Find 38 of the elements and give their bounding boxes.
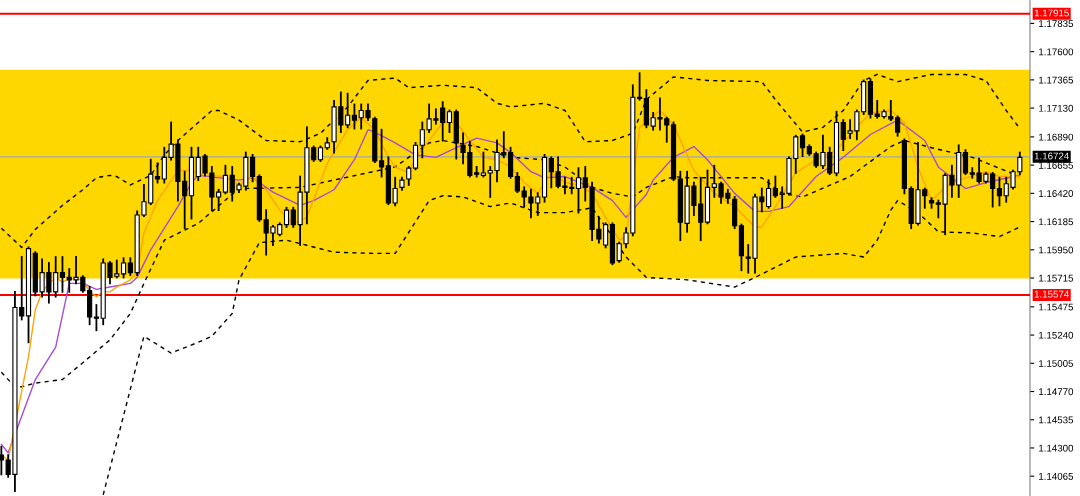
y-tick-label: 1.14535 bbox=[1039, 416, 1074, 424]
candlestick bbox=[222, 164, 229, 195]
candlestick bbox=[996, 176, 1003, 207]
y-tick-label: 1.14770 bbox=[1039, 388, 1074, 396]
y-tick-label: 1.17835 bbox=[1039, 20, 1074, 28]
y-tick-label: 1.17365 bbox=[1039, 76, 1074, 84]
y-tick-label: 1.16655 bbox=[1039, 161, 1074, 169]
candlestick bbox=[93, 304, 100, 332]
y-tick-label: 1.17130 bbox=[1039, 104, 1074, 112]
y-tick-label: 1.15005 bbox=[1039, 360, 1074, 367]
candlestick bbox=[446, 109, 453, 134]
ref-line-label: 1.16724 bbox=[1034, 152, 1069, 160]
y-tick-label: 1.14300 bbox=[1039, 444, 1074, 452]
candlestick bbox=[59, 256, 66, 293]
candlestick bbox=[154, 162, 161, 184]
candlestick bbox=[799, 133, 806, 158]
candlestick bbox=[480, 151, 487, 178]
candlestick bbox=[962, 149, 969, 176]
candlestick bbox=[249, 154, 256, 183]
candlestick bbox=[636, 72, 643, 101]
y-tick-label: 1.15240 bbox=[1039, 331, 1074, 339]
ref-line-label: 1.15574 bbox=[1034, 290, 1069, 298]
candlestick bbox=[895, 115, 901, 137]
candlestick bbox=[120, 257, 127, 279]
ref-line-label: 1.17915 bbox=[1034, 9, 1069, 17]
candlestick bbox=[766, 179, 772, 209]
y-tick-label: 1.15950 bbox=[1039, 246, 1074, 254]
y-tick-label: 1.16185 bbox=[1039, 218, 1074, 226]
candlestick bbox=[351, 103, 358, 130]
y-tick-label: 1.17600 bbox=[1039, 48, 1074, 56]
y-tick-label: 1.16890 bbox=[1039, 133, 1074, 141]
candlestick bbox=[283, 206, 290, 228]
y-tick-label: 1.15715 bbox=[1039, 274, 1074, 282]
y-tick-label: 1.14065 bbox=[1039, 472, 1074, 480]
y-tick-label: 1.16420 bbox=[1039, 190, 1074, 197]
line-series bbox=[0, 73, 1021, 249]
candlestick bbox=[412, 142, 419, 171]
y-tick-label: 1.15475 bbox=[1039, 303, 1074, 311]
